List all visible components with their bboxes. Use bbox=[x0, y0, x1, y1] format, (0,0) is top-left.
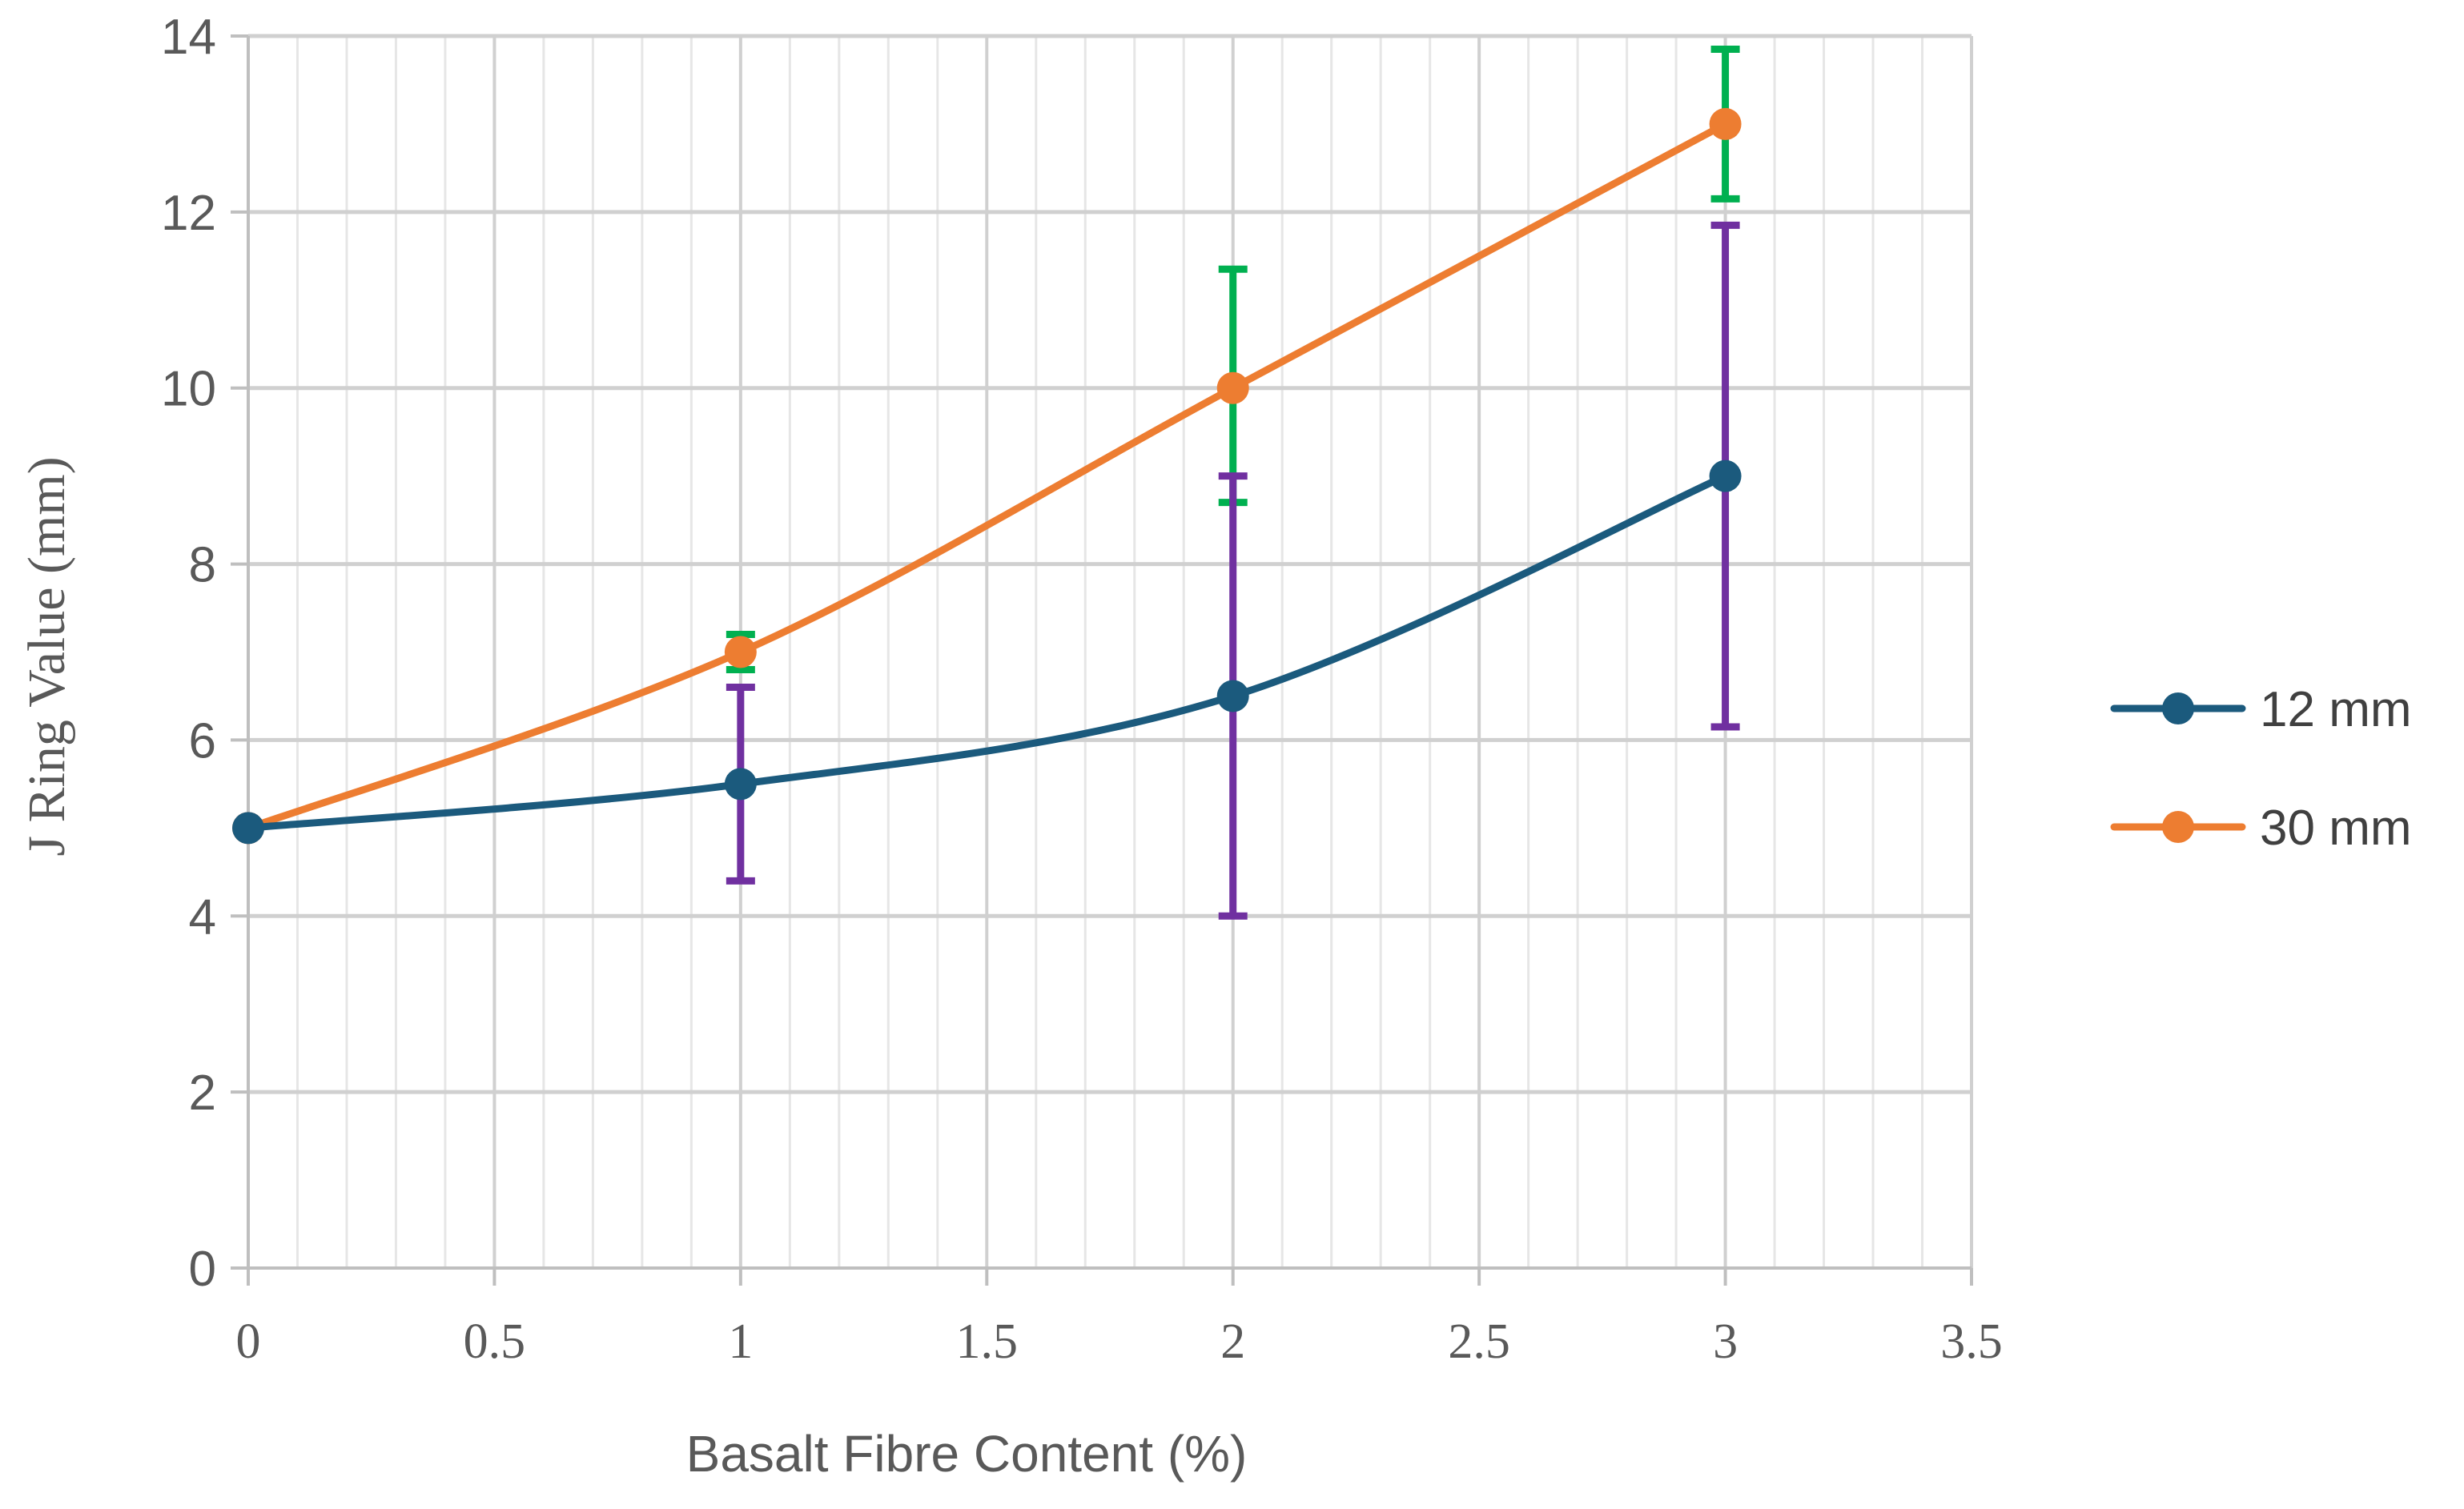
x-axis-label: Basalt Fibre Content (%) bbox=[686, 1425, 1248, 1483]
legend-label-30mm: 30 mm bbox=[2260, 801, 2411, 856]
data-point-30mm bbox=[1216, 371, 1249, 404]
legend: 12 mm 30 mm bbox=[2110, 682, 2411, 856]
series bbox=[232, 107, 1742, 845]
y-tick-label: 4 bbox=[189, 889, 216, 945]
x-tick-label: 3.5 bbox=[1940, 1314, 2003, 1369]
data-point-12mm bbox=[232, 812, 264, 845]
grid bbox=[248, 34, 1973, 1268]
tick-labels: 0 2 4 6 8 10 12 14 0 0.5 1 1.5 2 2.5 3 3.5 bbox=[161, 10, 2003, 1369]
y-tick-label: 14 bbox=[161, 10, 216, 65]
data-point-12mm bbox=[724, 768, 757, 801]
series-line-30mm bbox=[244, 120, 1730, 832]
legend-marker-12mm bbox=[2162, 692, 2194, 724]
legend-item-30mm: 30 mm bbox=[2110, 801, 2411, 856]
data-point-12mm bbox=[1216, 680, 1249, 712]
x-tick-label: 3 bbox=[1713, 1314, 1738, 1369]
series-line-12mm bbox=[244, 472, 1730, 832]
x-tick-label: 1.5 bbox=[956, 1314, 1019, 1369]
x-tick-label: 2.5 bbox=[1448, 1314, 1510, 1369]
y-tick-label: 12 bbox=[161, 186, 216, 241]
y-axis-label: J Ring Value (mm) bbox=[18, 456, 76, 856]
data-point-30mm bbox=[1709, 107, 1742, 140]
x-tick-label: 0 bbox=[236, 1314, 261, 1369]
y-tick-label: 0 bbox=[189, 1242, 216, 1297]
y-tick-label: 2 bbox=[189, 1066, 216, 1121]
x-tick-label: 1 bbox=[728, 1314, 753, 1369]
y-tick-label: 8 bbox=[189, 538, 216, 593]
axes bbox=[231, 34, 1973, 1286]
data-point-12mm bbox=[1709, 460, 1742, 492]
y-tick-label: 10 bbox=[161, 362, 216, 417]
x-tick-label: 0.5 bbox=[464, 1314, 526, 1369]
data-point-30mm bbox=[724, 636, 757, 668]
y-tick-label: 6 bbox=[189, 713, 216, 769]
legend-marker-30mm bbox=[2162, 811, 2194, 843]
legend-label-12mm: 12 mm bbox=[2260, 682, 2411, 737]
x-tick-label: 2 bbox=[1220, 1314, 1245, 1369]
legend-item-12mm: 12 mm bbox=[2110, 682, 2411, 737]
